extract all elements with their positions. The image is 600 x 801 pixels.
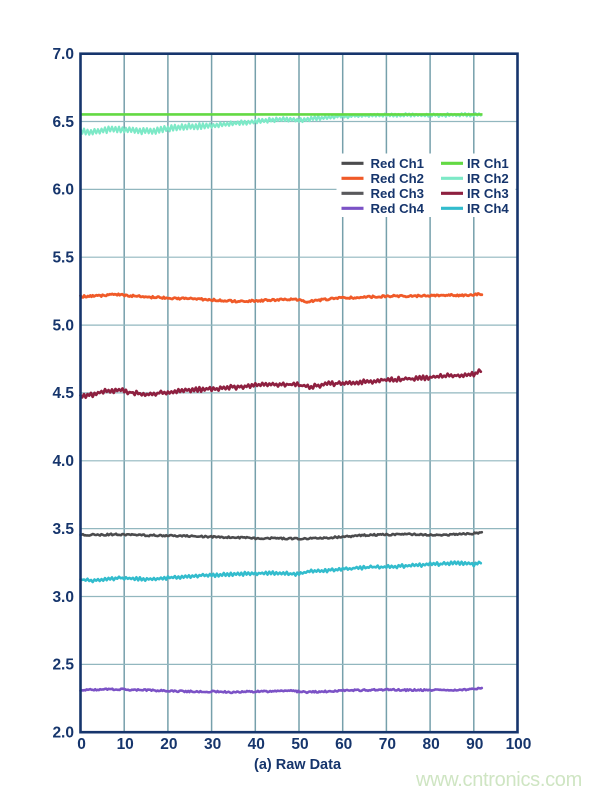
svg-text:IR Ch4: IR Ch4 <box>467 201 509 216</box>
svg-text:3.5: 3.5 <box>52 521 74 538</box>
svg-text:0: 0 <box>77 736 86 753</box>
svg-text:Red Ch2: Red Ch2 <box>371 171 425 186</box>
svg-text:Red Ch4: Red Ch4 <box>371 201 425 216</box>
svg-text:90: 90 <box>466 736 483 753</box>
svg-text:IR Ch1: IR Ch1 <box>467 156 509 171</box>
svg-text:80: 80 <box>422 736 439 753</box>
svg-text:10: 10 <box>117 736 134 753</box>
svg-text:6.0: 6.0 <box>52 182 74 199</box>
svg-text:4.0: 4.0 <box>52 453 74 470</box>
svg-text:Red Ch1: Red Ch1 <box>371 156 425 171</box>
svg-text:3.0: 3.0 <box>52 589 74 606</box>
svg-text:(a) Raw Data: (a) Raw Data <box>254 757 342 773</box>
svg-text:www.cntronics.com: www.cntronics.com <box>415 769 582 791</box>
svg-text:2.5: 2.5 <box>52 657 74 674</box>
svg-text:100: 100 <box>506 736 532 753</box>
svg-text:4.5: 4.5 <box>52 385 74 402</box>
svg-text:7.0: 7.0 <box>52 46 74 63</box>
svg-text:60: 60 <box>335 736 352 753</box>
svg-text:IR Ch2: IR Ch2 <box>467 171 509 186</box>
svg-text:40: 40 <box>248 736 265 753</box>
svg-text:5.5: 5.5 <box>52 250 74 267</box>
svg-text:2.0: 2.0 <box>52 725 74 742</box>
svg-text:20: 20 <box>160 736 177 753</box>
svg-text:30: 30 <box>204 736 221 753</box>
svg-text:Red Ch3: Red Ch3 <box>371 186 425 201</box>
svg-text:6.5: 6.5 <box>52 114 74 131</box>
svg-text:5.0: 5.0 <box>52 317 74 334</box>
svg-text:IR Ch3: IR Ch3 <box>467 186 509 201</box>
svg-text:50: 50 <box>291 736 308 753</box>
svg-text:70: 70 <box>379 736 396 753</box>
